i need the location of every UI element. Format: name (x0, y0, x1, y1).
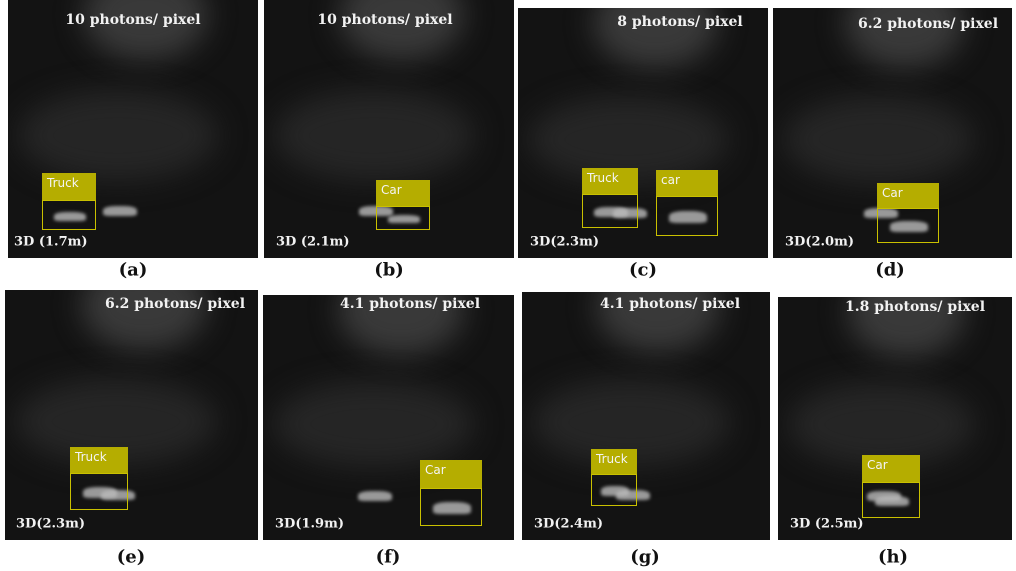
foliage (783, 95, 975, 183)
image-panel (773, 8, 1012, 258)
object-label: Truck (591, 449, 637, 474)
object-label: Car (376, 180, 430, 206)
image-panel (518, 8, 768, 258)
depth-label: 3D (2.1m) (276, 234, 350, 250)
object-label: Truck (42, 173, 96, 200)
panel-caption: (g) (630, 546, 660, 568)
object-label: Car (862, 455, 920, 482)
vehicle (669, 211, 707, 223)
depth-label: 3D(2.0m) (785, 234, 854, 250)
detection-box (70, 473, 128, 510)
panel-caption: (f) (375, 546, 401, 568)
photon-level: 1.8 photons/ pixel (844, 299, 986, 315)
photon-level: 6.2 photons/ pixel (104, 296, 246, 312)
detection-box (656, 196, 718, 236)
vehicle (890, 221, 928, 232)
depth-label: 3D (2.5m) (790, 516, 864, 532)
panel-caption: (e) (116, 546, 146, 568)
depth-label: 3D(2.4m) (534, 516, 603, 532)
foliage (788, 382, 976, 468)
panel-caption: (c) (629, 259, 657, 281)
image-panel (264, 0, 514, 258)
vehicle (874, 495, 910, 507)
vehicle (433, 502, 471, 514)
panel-caption: (a) (118, 259, 148, 281)
object-label: Car (877, 183, 939, 208)
detection-box (420, 488, 482, 526)
foliage (274, 90, 474, 181)
photon-level: 10 photons/ pixel (317, 12, 453, 28)
detection-box (591, 474, 637, 506)
panel-caption: (d) (875, 259, 905, 281)
vehicle (601, 486, 629, 496)
photon-level: 10 photons/ pixel (65, 12, 201, 28)
object-label: Truck (70, 447, 128, 473)
vehicle (358, 491, 393, 501)
foliage (18, 90, 218, 181)
vehicle (53, 211, 87, 221)
vehicle (101, 490, 136, 500)
vehicle (616, 490, 651, 501)
photon-level: 4.1 photons/ pixel (599, 296, 741, 312)
vehicle (863, 208, 898, 218)
detection-box (42, 200, 96, 230)
image-panel (8, 0, 258, 258)
depth-label: 3D(2.3m) (530, 234, 599, 250)
foliage (273, 380, 474, 467)
haze (83, 0, 208, 60)
vehicle (594, 206, 628, 218)
depth-label: 3D (1.7m) (14, 234, 88, 250)
depth-label: 3D(1.9m) (275, 516, 344, 532)
panel-caption: (b) (374, 259, 404, 281)
detection-box (582, 194, 638, 228)
image-panel (522, 292, 770, 540)
vehicle (103, 206, 137, 217)
detection-box (376, 206, 430, 230)
image-panel (5, 290, 258, 540)
detection-box (877, 208, 939, 243)
object-label: car (656, 170, 718, 196)
photon-level: 6.2 photons/ pixel (857, 16, 999, 32)
vehicle (613, 208, 647, 218)
vehicle (387, 215, 421, 223)
haze (339, 0, 464, 60)
object-label: Truck (582, 168, 638, 194)
detection-box (862, 482, 920, 518)
depth-label: 3D(2.3m) (16, 516, 85, 532)
image-panel (263, 295, 514, 540)
panel-caption: (h) (877, 546, 909, 568)
object-label: Car (420, 460, 482, 488)
vehicle (82, 486, 118, 499)
photon-level: 4.1 photons/ pixel (339, 296, 481, 312)
photon-level: 8 photons/ pixel (617, 14, 743, 30)
